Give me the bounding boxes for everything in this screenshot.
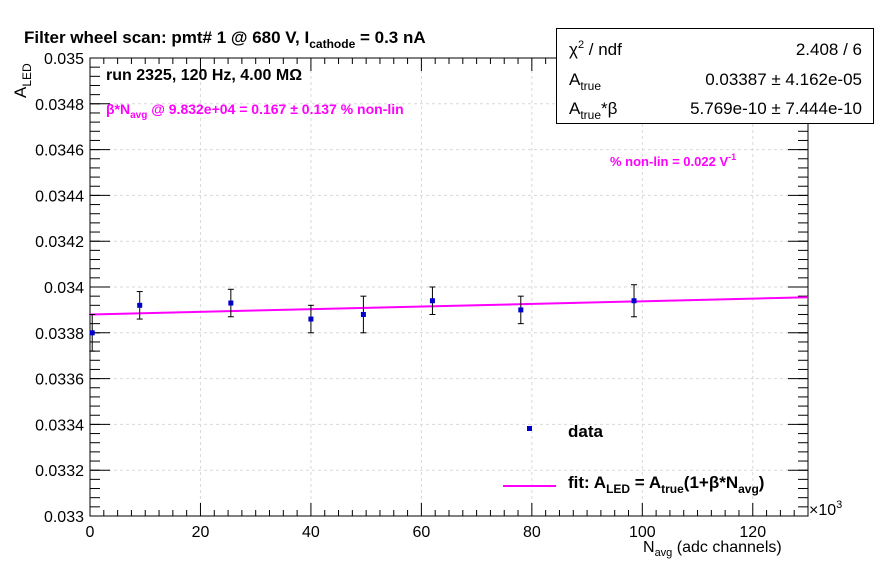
legend: data fit: ALED = Atrue(1+β*Navg) — [503, 422, 764, 496]
data-point — [360, 311, 366, 317]
y-tick-label: 0.0334 — [35, 417, 84, 434]
y-tick-label: 0.0332 — [35, 463, 84, 480]
x-axis-label: Navg (adc channels) — [643, 539, 782, 559]
data-point — [518, 307, 524, 313]
fit-stats-box: χ2 / ndf 2.408 / 6 Atrue 0.03387 ± 4.162… — [556, 28, 874, 124]
ticks: 0 20 40 60 80 100 120 0.033 0.0332 0.0334 0.0336 0.… — [35, 51, 809, 541]
y-tick-label: 0.035 — [44, 51, 84, 68]
beta-nonlin-label: β*Navg @ 9.832e+04 = 0.167 ± 0.137 % non… — [106, 101, 404, 121]
run-label: run 2325, 120 Hz, 4.00 MΩ — [106, 67, 302, 84]
x-tick-label: 100 — [629, 524, 656, 541]
x-tick-label: 20 — [192, 524, 210, 541]
data-point — [228, 300, 234, 306]
y-tick-label: 0.0344 — [35, 188, 84, 205]
y-tick-label: 0.033 — [44, 509, 84, 526]
data-point — [429, 298, 435, 304]
legend-fit-label: fit: ALED = Atrue(1+β*Navg) — [568, 473, 764, 496]
stats-atrue-name: Atrue — [569, 70, 601, 93]
x-tick-label: 120 — [739, 524, 766, 541]
data-point — [308, 316, 314, 322]
y-tick-label: 0.0348 — [35, 97, 84, 114]
data-point — [89, 330, 95, 336]
legend-data-label: data — [568, 422, 604, 441]
stats-atrue-value: 0.03387 ± 4.162e-05 — [705, 70, 862, 89]
nonlin-per-volt-label: % non-lin = 0.022 V-1 — [610, 152, 736, 169]
y-axis-label: ALED — [11, 63, 34, 98]
fit-stats-content: χ2 / ndf 2.408 / 6 Atrue 0.03387 ± 4.162… — [569, 39, 862, 122]
fit-series — [89, 296, 809, 316]
x-tick-label: 80 — [523, 524, 541, 541]
grid — [89, 57, 808, 517]
fit-line — [89, 296, 809, 316]
y-tick-label: 0.034 — [44, 280, 84, 297]
y-tick-label: 0.0338 — [35, 326, 84, 343]
x-axis-multiplier: ×103 — [809, 499, 842, 519]
stats-atrue-beta-value: 5.769e-10 ± 7.444e-10 — [690, 99, 862, 118]
y-tick-label: 0.0336 — [35, 372, 84, 389]
plot-frame — [89, 57, 809, 517]
x-tick-label: 40 — [302, 524, 320, 541]
data-series — [89, 284, 638, 352]
x-tick-label: 0 — [86, 524, 95, 541]
chart-title: Filter wheel scan: pmt# 1 @ 680 V, Icath… — [24, 28, 426, 51]
legend-data-marker — [527, 426, 532, 431]
x-tick-label: 60 — [412, 524, 430, 541]
stats-chi2-value: 2.408 / 6 — [796, 40, 862, 59]
data-point — [631, 298, 637, 304]
y-tick-label: 0.0346 — [35, 143, 84, 160]
data-point — [137, 302, 143, 308]
stats-chi2-name: χ2 / ndf — [569, 39, 622, 59]
y-tick-label: 0.0342 — [35, 234, 84, 251]
stats-atrue-beta-name: Atrue*β — [569, 99, 618, 122]
